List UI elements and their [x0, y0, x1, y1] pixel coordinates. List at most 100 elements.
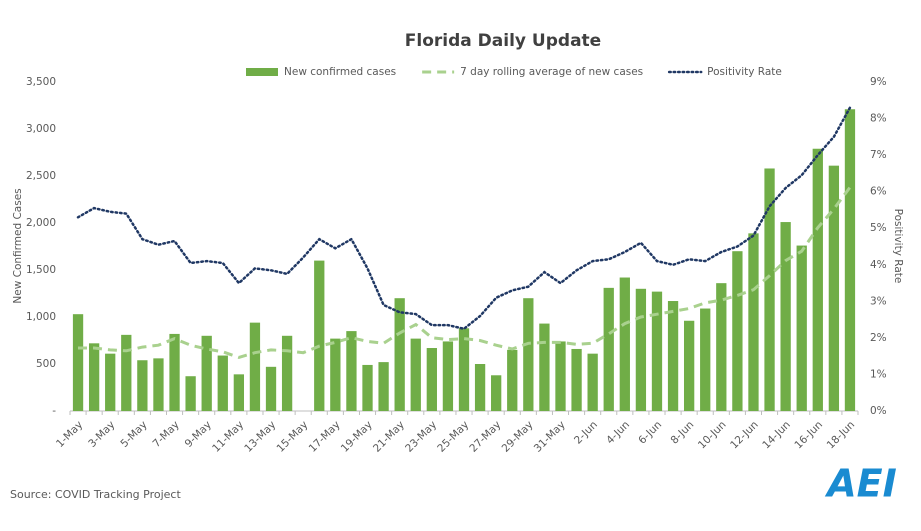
bar — [587, 353, 598, 411]
chart-title: Florida Daily Update — [405, 31, 601, 51]
bar — [330, 338, 341, 411]
bar — [523, 298, 534, 411]
y2-tick-label: 9% — [870, 76, 887, 88]
y2-tick-label: 2% — [870, 332, 887, 344]
bar — [88, 343, 100, 411]
source: Source: COVID Tracking Project — [10, 488, 181, 501]
y-axis-label: New Confirmed Cases — [12, 188, 24, 303]
x-tick-label: 5-May — [118, 419, 149, 450]
bar — [603, 287, 614, 411]
bar — [780, 222, 791, 411]
x-tick-label: 27-May — [467, 419, 503, 455]
y-tick-label: 500 — [36, 358, 56, 370]
legend-label: New confirmed cases — [284, 66, 396, 78]
x-tick-label: 17-May — [307, 419, 343, 455]
x-tick-label: 25-May — [435, 419, 471, 455]
y2-axis-label: Positivity Rate — [892, 209, 904, 284]
y-tick-label: 2,500 — [26, 170, 56, 182]
bar — [233, 374, 245, 411]
y-tick-label: 3,000 — [26, 123, 56, 135]
x-tick-label: 19-May — [339, 419, 375, 455]
bar — [362, 364, 373, 411]
bar — [346, 331, 357, 411]
legend-label: Positivity Rate — [707, 66, 782, 78]
bar — [265, 366, 277, 411]
bar — [394, 298, 405, 411]
bar — [137, 360, 148, 411]
x-tick-label: 29-May — [500, 419, 536, 455]
bar — [105, 353, 116, 411]
bar — [732, 251, 743, 411]
bar — [507, 349, 518, 411]
bar — [683, 320, 695, 411]
bar — [249, 322, 261, 411]
x-tick-label: 16-Jun — [792, 419, 825, 452]
bar — [796, 245, 807, 411]
y-tick-label: 1,500 — [26, 264, 56, 276]
bar — [217, 355, 228, 411]
x-tick-label: 9-May — [183, 419, 214, 450]
bar — [555, 341, 566, 411]
y2-tick-label: 3% — [870, 295, 887, 307]
bar — [410, 338, 421, 411]
x-tick-label: 7-May — [151, 419, 182, 450]
x-tick-label: 10-Jun — [696, 419, 729, 452]
x-tick-label: 14-Jun — [760, 419, 793, 452]
x-tick-label: 1-May — [54, 419, 85, 450]
x-tick-label: 3-May — [86, 419, 117, 450]
y-tick-label: - — [52, 405, 56, 417]
y-tick-label: 2,000 — [26, 217, 56, 229]
bar — [828, 165, 840, 411]
bar — [169, 333, 180, 411]
bar — [442, 341, 454, 411]
bar — [619, 277, 630, 411]
bar — [539, 323, 550, 411]
y2-tick-label: 4% — [870, 259, 887, 271]
x-tick-label: 2-Jun — [572, 419, 600, 447]
bar — [72, 314, 84, 411]
bar — [635, 288, 647, 411]
bar — [651, 291, 663, 411]
bar — [667, 301, 679, 411]
x-tick-label: 12-Jun — [728, 419, 761, 452]
x-tick-label: 21-May — [371, 419, 407, 455]
bar — [764, 168, 775, 411]
y2-tick-label: 1% — [870, 368, 887, 380]
y2-tick-label: 7% — [870, 149, 887, 161]
bar — [121, 334, 132, 411]
line — [76, 106, 852, 331]
x-tick-label: 8-Jun — [668, 419, 696, 447]
bar — [185, 376, 196, 411]
logo: AEI — [824, 462, 897, 506]
legend-label: 7 day rolling average of new cases — [460, 66, 643, 78]
bar — [700, 308, 711, 411]
y2-tick-label: 0% — [870, 405, 887, 417]
y-tick-label: 3,500 — [26, 76, 56, 88]
x-tick-label: 23-May — [403, 419, 439, 455]
bar — [491, 375, 502, 411]
legend-swatch — [246, 68, 278, 76]
bar — [458, 328, 470, 411]
bar — [812, 148, 823, 412]
bar — [201, 335, 212, 411]
x-tick-label: 31-May — [532, 419, 568, 455]
bar — [844, 109, 856, 411]
x-tick-label: 15-May — [274, 419, 310, 455]
y2-tick-label: 8% — [870, 113, 887, 125]
y2-tick-label: 6% — [870, 186, 887, 198]
x-tick-label: 6-Jun — [636, 419, 664, 447]
bar — [748, 233, 759, 411]
x-tick-label: 18-Jun — [825, 419, 858, 452]
x-tick-label: 11-May — [210, 419, 246, 455]
x-tick-label: 13-May — [242, 419, 278, 455]
bar — [314, 260, 325, 411]
bar — [153, 358, 164, 411]
x-tick-label: 4-Jun — [604, 419, 632, 447]
bar — [378, 362, 389, 411]
y-tick-label: 1,000 — [26, 311, 56, 323]
bar — [474, 364, 486, 411]
y2-tick-label: 5% — [870, 222, 887, 234]
bar — [571, 348, 582, 411]
bar — [281, 335, 293, 411]
